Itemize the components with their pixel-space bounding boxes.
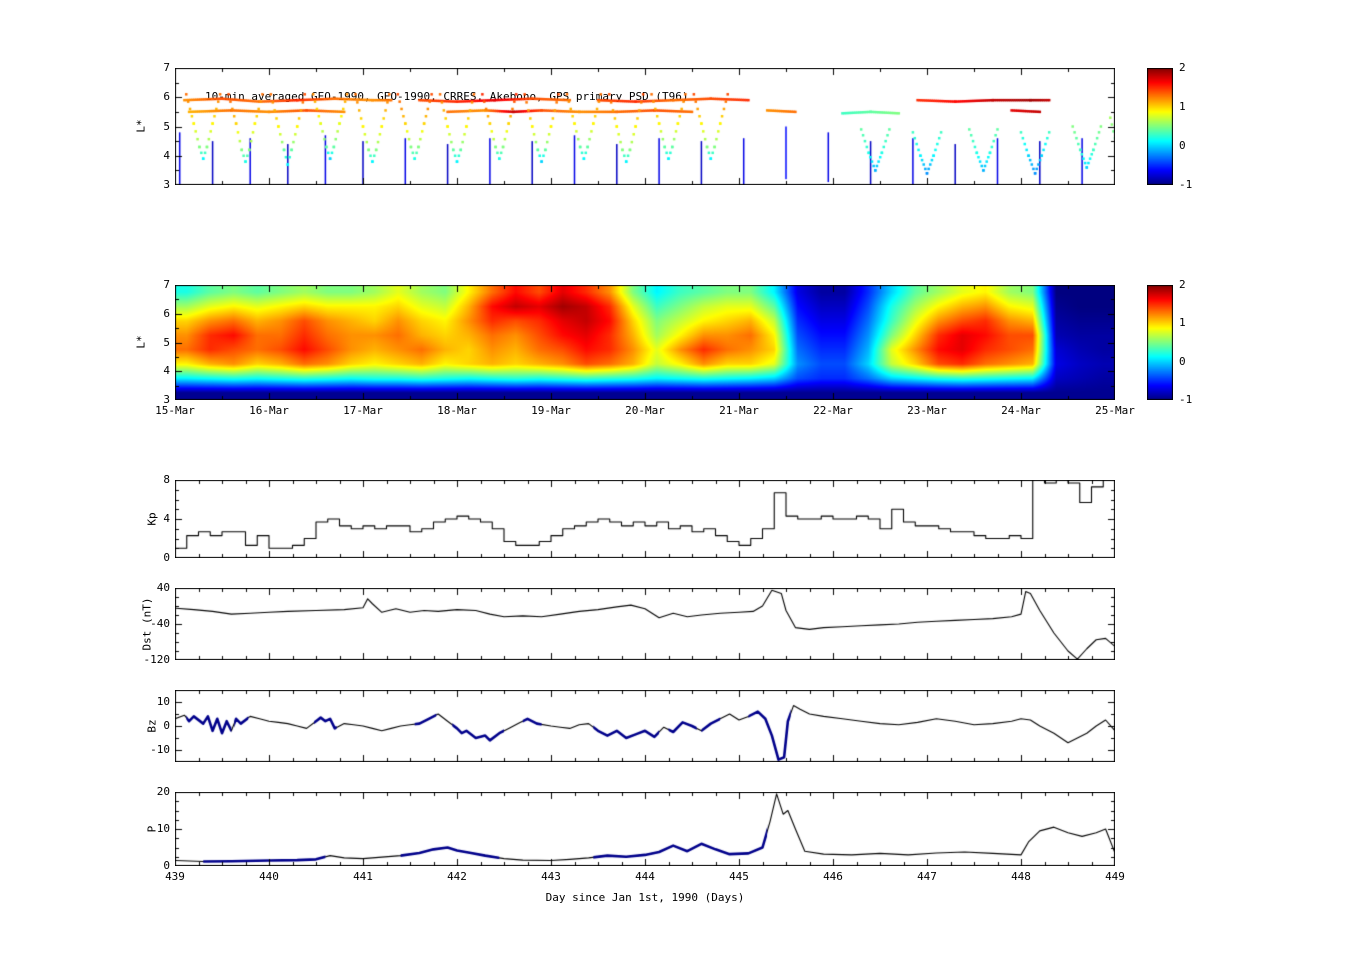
p-y-tick-label: 10 bbox=[156, 822, 170, 835]
colorbar-top-canvas bbox=[1147, 68, 1173, 185]
heatmap-y-tick-label: 6 bbox=[163, 306, 170, 320]
day-tick-label: 439 bbox=[165, 870, 185, 883]
p-y-tick-label: 20 bbox=[156, 785, 170, 798]
dst-y-tick-label: -40 bbox=[150, 617, 170, 630]
date-tick-label: 18-Mar bbox=[437, 404, 477, 417]
day-tick-label: 445 bbox=[729, 870, 749, 883]
bz-y-tick-label: 10 bbox=[156, 695, 170, 708]
date-tick-label: 16-Mar bbox=[249, 404, 289, 417]
colorbar-heatmap-tick-label: 2 bbox=[1179, 278, 1186, 291]
scatter-y-tick-label: 6 bbox=[163, 90, 170, 104]
date-tick-label: 22-Mar bbox=[813, 404, 853, 417]
pressure-canvas bbox=[175, 792, 1115, 866]
scatter-y-tick-label: 3 bbox=[163, 178, 170, 191]
psd-scatter-canvas bbox=[175, 68, 1115, 185]
day-tick-label: 449 bbox=[1105, 870, 1125, 883]
date-tick-label: 19-Mar bbox=[531, 404, 571, 417]
p-y-tick-label: 0 bbox=[163, 859, 170, 872]
scatter-y-tick-label: 7 bbox=[163, 61, 170, 74]
date-tick-label: 25-Mar bbox=[1095, 404, 1135, 417]
day-tick-label: 440 bbox=[259, 870, 279, 883]
psd-heatmap-canvas bbox=[175, 285, 1115, 400]
bz-canvas bbox=[175, 690, 1115, 762]
date-tick-label: 23-Mar bbox=[907, 404, 947, 417]
date-tick-label: 17-Mar bbox=[343, 404, 383, 417]
dst-y-tick-label: 40 bbox=[156, 581, 170, 594]
colorbar-heatmap-tick-label: 1 bbox=[1179, 316, 1186, 330]
day-tick-label: 444 bbox=[635, 870, 655, 883]
bz-y-tick-label: 0 bbox=[163, 719, 170, 732]
dst-canvas bbox=[175, 588, 1115, 660]
kp-canvas bbox=[175, 480, 1115, 558]
heatmap-y-tick-label: 5 bbox=[163, 335, 170, 349]
day-tick-label: 443 bbox=[541, 870, 561, 883]
colorbar-top-tick-label: -1 bbox=[1179, 178, 1193, 191]
colorbar-top-tick-label: 0 bbox=[1179, 139, 1186, 152]
scatter-y-tick-label: 4 bbox=[163, 148, 170, 162]
date-tick-label: 21-Mar bbox=[719, 404, 759, 417]
day-tick-label: 446 bbox=[823, 870, 843, 883]
x-axis-label: Day since Jan 1st, 1990 (Days) bbox=[545, 891, 745, 904]
day-tick-label: 447 bbox=[917, 870, 937, 883]
day-tick-label: 442 bbox=[447, 870, 467, 883]
scatter-y-tick-label: 5 bbox=[163, 119, 170, 133]
day-tick-label: 448 bbox=[1011, 870, 1031, 883]
kp-y-tick-label: 8 bbox=[163, 473, 170, 486]
kp-y-tick-label: 4 bbox=[163, 512, 170, 525]
heatmap-y-tick-label: 3 bbox=[163, 393, 170, 406]
colorbar-heatmap-tick-label: 0 bbox=[1179, 354, 1186, 368]
date-tick-label: 20-Mar bbox=[625, 404, 665, 417]
colorbar-top-tick-label: 2 bbox=[1179, 61, 1186, 74]
kp-y-tick-label: 0 bbox=[163, 551, 170, 564]
dst-y-tick-label: -120 bbox=[143, 653, 171, 666]
colorbar-top-tick-label: 1 bbox=[1179, 100, 1186, 113]
heatmap-y-tick-label: 4 bbox=[163, 364, 170, 378]
bz-y-tick-label: -10 bbox=[150, 743, 170, 756]
date-tick-label: 15-Mar bbox=[155, 404, 195, 417]
date-tick-label: 24-Mar bbox=[1001, 404, 1041, 417]
day-tick-label: 441 bbox=[353, 870, 373, 883]
colorbar-heatmap-tick-label: -1 bbox=[1179, 393, 1193, 406]
colorbar-heatmap-canvas bbox=[1147, 285, 1173, 400]
heatmap-y-tick-label: 7 bbox=[163, 278, 170, 291]
